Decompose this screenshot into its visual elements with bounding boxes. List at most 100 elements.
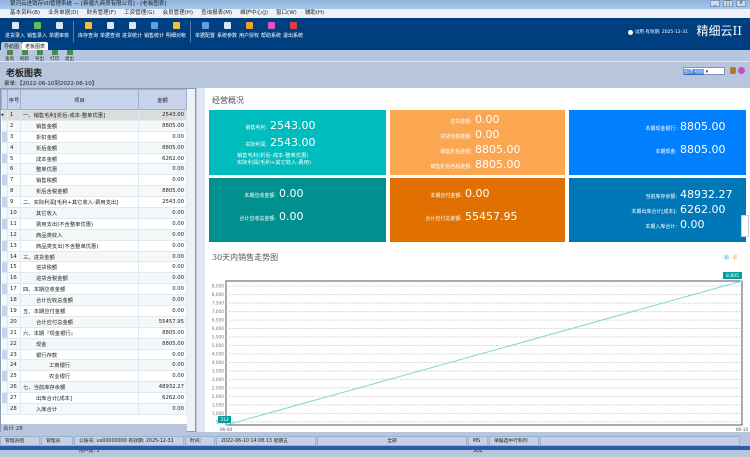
y-tick-label: 5,500 bbox=[212, 335, 225, 341]
toolbar-button[interactable]: 进货统计 bbox=[121, 18, 143, 45]
toolbar-button[interactable]: 单据查询 bbox=[99, 18, 121, 45]
cell-amount: 0.00 bbox=[138, 283, 187, 296]
tab-boss-chart[interactable]: 老板图表 bbox=[22, 42, 49, 50]
card-value: 2543.00 bbox=[270, 118, 316, 132]
table-scrollbar[interactable] bbox=[187, 89, 195, 431]
table-row[interactable]: 15 进货税额 0.00 bbox=[1, 261, 187, 274]
y-tick-label: 7,500 bbox=[212, 301, 225, 307]
table-row[interactable]: 6 整单优惠 0.00 bbox=[1, 163, 187, 176]
cell-seq: 12 bbox=[7, 229, 21, 241]
menu-item[interactable]: 窗口(W) bbox=[276, 10, 297, 16]
table-row[interactable]: 20 合计应付总金额 55457.95 bbox=[1, 316, 187, 328]
toolbar-button[interactable]: 进货录入 bbox=[4, 18, 26, 45]
view-select[interactable]: 图表视图 ▾ bbox=[683, 67, 725, 75]
float-widget[interactable] bbox=[741, 215, 749, 237]
close-button[interactable]: × bbox=[736, 0, 746, 7]
table-row[interactable]: 7 销售税额 0.00 bbox=[1, 174, 187, 187]
cell-seq: 10 bbox=[7, 207, 21, 219]
table-row[interactable]: 12 商品类收入 0.00 bbox=[1, 229, 187, 241]
subtool-button[interactable]: 导出 bbox=[32, 50, 47, 62]
tab-navigation[interactable]: 导航图 bbox=[1, 42, 23, 50]
toolbar-button[interactable]: 单据审核 bbox=[48, 18, 70, 45]
toolbar-button[interactable]: 明细对帐 bbox=[165, 18, 187, 45]
row-indicator bbox=[1, 174, 8, 187]
table-row[interactable]: 5 成本金额 6262.00 bbox=[1, 153, 187, 165]
toolbar-button[interactable]: 用户授权 bbox=[238, 18, 260, 45]
menu-item[interactable]: 辅助(H) bbox=[304, 10, 325, 16]
table-row[interactable]: 26 七、当前库存余额 48932.27 bbox=[1, 381, 187, 394]
table-row[interactable]: 25 农业银行 0.00 bbox=[1, 370, 187, 383]
table-row[interactable]: 9 二、实际利润[毛利+其它收入-费用支出] 2543.00 bbox=[1, 196, 187, 209]
table-row[interactable]: 21 六、本期『现金银行』 8805.00 bbox=[1, 327, 187, 339]
table-row[interactable]: 2 销售金额 8805.00 bbox=[1, 120, 187, 132]
table-row[interactable]: 4 折后金额 8805.00 bbox=[1, 142, 187, 154]
menu-item[interactable]: 业务单据(D) bbox=[48, 10, 79, 16]
subtool-icon bbox=[6, 50, 13, 55]
table-row[interactable]: 18 合计应收总金额 0.00 bbox=[1, 294, 187, 307]
table-row[interactable]: 22 现金 8805.00 bbox=[1, 338, 187, 350]
subtool-button[interactable]: 刷新 bbox=[17, 50, 32, 62]
table-row[interactable]: 10 其它收入 0.00 bbox=[1, 207, 187, 219]
card-value: 2543.00 bbox=[270, 135, 316, 149]
cell-item: 整单优惠 bbox=[20, 163, 139, 176]
table-row[interactable]: 8 折后含税金额 8805.00 bbox=[1, 185, 187, 198]
legend-returns[interactable]: -退 bbox=[730, 255, 738, 261]
table-row[interactable]: ▸ 1 一、销售毛利[折后-成本-整单优惠] 2543.00 bbox=[1, 109, 187, 121]
page-title: 老板图表 bbox=[6, 69, 43, 79]
toolbar-button[interactable]: 销售统计 bbox=[143, 18, 165, 45]
table-row[interactable]: 17 四、本期应收金额 0.00 bbox=[1, 283, 187, 296]
cell-amount: 0.00 bbox=[138, 349, 187, 361]
table-row[interactable]: 23 银行存款 0.00 bbox=[1, 349, 187, 361]
card-label: 销售毛利: bbox=[245, 124, 267, 131]
cell-amount: 2543.00 bbox=[138, 109, 187, 121]
minimize-button[interactable]: _ bbox=[710, 0, 720, 7]
card-row: 本期入库合计: 0.00 bbox=[607, 218, 746, 231]
card-row: 销售折后含税金额: 8805.00 bbox=[410, 158, 565, 171]
cell-item: 三、进货金额 bbox=[20, 251, 139, 263]
row-indicator bbox=[1, 251, 8, 263]
table-row[interactable]: 28 入库合计 0.00 bbox=[1, 403, 187, 415]
table-row[interactable]: 27 出库合计[成本] 6262.00 bbox=[1, 392, 187, 405]
col-amount[interactable]: 金额 bbox=[138, 89, 187, 110]
table-row[interactable]: 13 商品类支出(不含整单优惠) 0.00 bbox=[1, 240, 187, 252]
table-row[interactable]: 16 进货含税金额 0.00 bbox=[1, 272, 187, 285]
toolbar-button[interactable]: 销售录入 bbox=[26, 18, 48, 45]
row-indicator bbox=[1, 272, 8, 285]
table-row[interactable]: 19 五、本期应付金额 0.00 bbox=[1, 305, 187, 317]
toolbar-button[interactable]: 库存查询 bbox=[77, 18, 99, 45]
subtool-button[interactable]: 打印 bbox=[47, 50, 62, 62]
col-item[interactable]: 项目 bbox=[20, 89, 139, 110]
y-tick-label: 1,500 bbox=[212, 402, 225, 408]
cell-amount: 0.00 bbox=[138, 163, 187, 176]
main-toolbar: 进货录入 销售录入 单据审核 库存查询 单据查询 进货统计 销售统计 明细对帐 单据配置 系统参数… bbox=[0, 18, 750, 45]
maximize-button[interactable]: □ bbox=[723, 0, 733, 7]
toolbar-icon bbox=[172, 22, 180, 29]
row-indicator bbox=[1, 185, 8, 198]
menu-item[interactable]: 基本资料(B) bbox=[10, 10, 41, 16]
menu-item[interactable]: 维护中心(J) bbox=[240, 10, 269, 16]
report-table: 序号 项目 金额 ▸ 1 一、销售毛利[折后-成本-整单优惠] 2543.00 2 销售金… bbox=[1, 89, 187, 415]
col-seq[interactable]: 序号 bbox=[7, 89, 21, 110]
menu-item[interactable]: 工资管理(G) bbox=[124, 10, 155, 16]
pane-splitter[interactable] bbox=[197, 88, 205, 432]
subtool-button[interactable]: 查询 bbox=[2, 50, 17, 62]
legend-sales[interactable]: -销 bbox=[722, 255, 729, 261]
toolbar-button[interactable]: 帮助系统 bbox=[260, 18, 282, 45]
toolbar-button[interactable]: 系统参数 bbox=[216, 18, 238, 45]
toolbar-button[interactable]: 单据配置 bbox=[194, 18, 216, 45]
cell-seq: 5 bbox=[7, 153, 21, 165]
cell-amount: 8805.00 bbox=[138, 120, 187, 132]
table-row[interactable]: 11 费用支出(不含整单优惠) 0.00 bbox=[1, 218, 187, 230]
subtool-button[interactable]: 退出 bbox=[62, 50, 77, 62]
table-row[interactable]: 24 工商银行 0.00 bbox=[1, 359, 187, 372]
summary-card: 本期应付金额: 0.00 合计应付总金额: 55457.95 bbox=[390, 178, 565, 242]
table-row[interactable]: 3 折扣金额 0.00 bbox=[1, 131, 187, 143]
toolbar-button[interactable]: 退出系统 bbox=[282, 18, 304, 45]
menu-item[interactable]: 查询报表(M) bbox=[201, 10, 233, 16]
help-icon[interactable] bbox=[738, 67, 745, 74]
menu-item[interactable]: 会员管理(H) bbox=[162, 10, 194, 16]
settings-icon[interactable] bbox=[730, 67, 736, 74]
menu-item[interactable]: 财务管理(F) bbox=[86, 10, 117, 16]
card-note: 实际利润(毛利+其它收入-费用) bbox=[237, 159, 312, 166]
table-row[interactable]: 14 三、进货金额 0.00 bbox=[1, 251, 187, 263]
